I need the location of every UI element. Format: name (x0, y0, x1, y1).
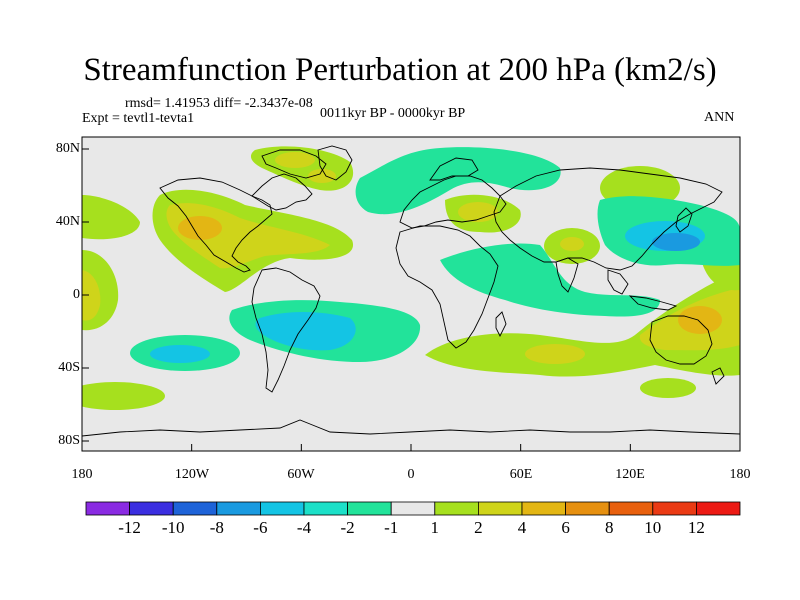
experiment-label: Expt = tevtl1-tevta1 (82, 111, 195, 126)
x-tick-label: 180 (729, 467, 751, 482)
colorbar-label: 2 (474, 518, 483, 537)
colorbar-label: 4 (517, 518, 527, 537)
colorbar-label: -10 (161, 518, 185, 537)
y-tick-label: 0 (73, 287, 80, 302)
colorbar-label: -4 (296, 518, 312, 537)
rmsd-diff-stats: rmsd= 1.41953 diff= -2.3437e-08 (125, 96, 313, 111)
y-tick-label: 80S (58, 433, 80, 448)
x-tick-label: 120W (174, 467, 210, 482)
colorbar-label: 6 (561, 518, 570, 537)
negative-anomaly-regions (130, 147, 740, 371)
y-axis-ticks (82, 148, 89, 442)
colorbar-label: -8 (209, 518, 224, 537)
colorbar-swatch (434, 501, 479, 516)
plot-title: Streamfunction Perturbation at 200 hPa (… (83, 52, 717, 88)
colorbar-swatch (565, 501, 610, 516)
colorbar-swatch (347, 501, 392, 516)
colorbar-swatch (129, 501, 174, 516)
colorbar-swatch (216, 501, 261, 516)
colorbar-swatch (477, 501, 523, 516)
colorbar-label: -12 (118, 518, 141, 537)
colorbar-swatch (521, 501, 566, 516)
colorbar-swatch (172, 501, 218, 516)
colorbar-swatch (696, 501, 741, 516)
colorbar-swatch (652, 501, 697, 516)
colorbar-label: 10 (644, 518, 662, 537)
x-tick-label: 60E (509, 467, 533, 482)
colorbar-label: 12 (687, 518, 705, 537)
x-axis-ticks (81, 444, 741, 451)
period-label: 0011kyr BP - 0000kyr BP (320, 106, 466, 121)
contour-field (82, 137, 740, 451)
colorbar-label: -1 (384, 518, 399, 537)
x-tick-label: 60W (287, 467, 315, 482)
colorbar-label: 1 (430, 518, 440, 537)
colorbar-swatch (608, 501, 654, 516)
colorbar-label: -6 (253, 518, 268, 537)
colorbar-label: 8 (604, 518, 614, 537)
coastlines (82, 145, 740, 437)
colorbar-swatch (259, 501, 305, 516)
colorbar-swatch (85, 501, 130, 516)
y-tick-label: 80N (55, 141, 80, 156)
colorbar-swatch (390, 501, 436, 516)
colorbar-label: -2 (340, 518, 355, 537)
colorbar (85, 501, 741, 516)
x-tick-label: 180 (71, 467, 93, 482)
y-tick-label: 40N (55, 214, 80, 229)
season-label: ANN (704, 110, 735, 125)
positive-anomaly-regions (82, 146, 740, 410)
x-tick-label: 0 (407, 467, 415, 482)
y-tick-label: 40S (58, 360, 80, 375)
colorbar-swatch (303, 501, 348, 516)
x-tick-label: 120E (615, 467, 645, 482)
